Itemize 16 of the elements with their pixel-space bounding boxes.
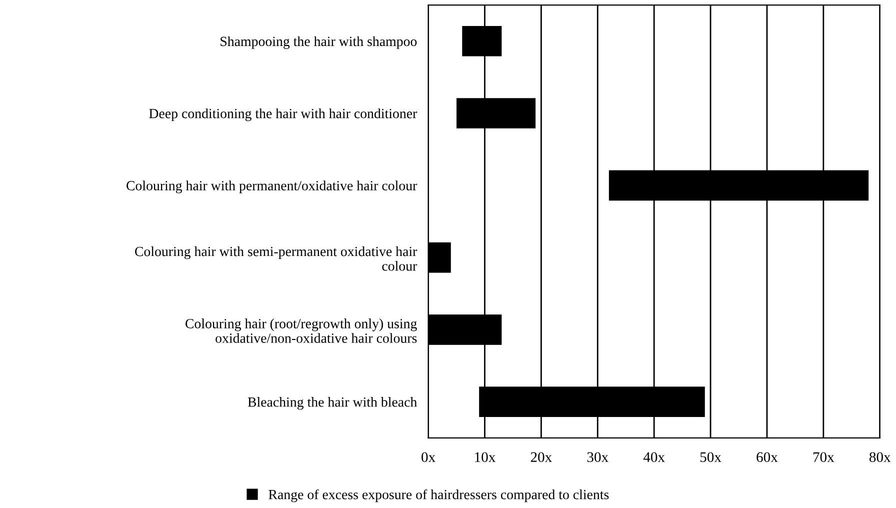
x-tick-label: 30x — [587, 452, 608, 462]
x-tick-label: 60x — [756, 452, 778, 462]
y-tick-label: Deep conditioning the hair with hair conditioner — [149, 108, 418, 122]
x-tick-label: 40x — [643, 452, 665, 462]
x-tick-label: 10x — [475, 452, 496, 462]
x-tick-label: 20x — [530, 452, 552, 462]
y-tick-label: Shampooing the hair with shampoo — [220, 36, 417, 49]
y-tick-label: Colouring hair with semi-permanent oxidative hair colour — [135, 246, 418, 271]
legend-label: Range of excess exposure of hairdressers compared to clients — [268, 489, 609, 502]
x-tick-label: 80x — [869, 452, 891, 462]
y-tick-label: Colouring hair (root/regrowth only) using oxidative/non-oxidative hair colours — [186, 318, 417, 343]
x-tick-label: 50x — [700, 452, 722, 462]
y-tick-label: Colouring hair with permanent/oxidative hair colour — [126, 180, 418, 194]
x-tick-label: 0x — [422, 452, 436, 462]
x-tick-label: 70x — [813, 452, 834, 462]
y-tick-label: Bleaching the hair with bleach — [248, 397, 417, 410]
